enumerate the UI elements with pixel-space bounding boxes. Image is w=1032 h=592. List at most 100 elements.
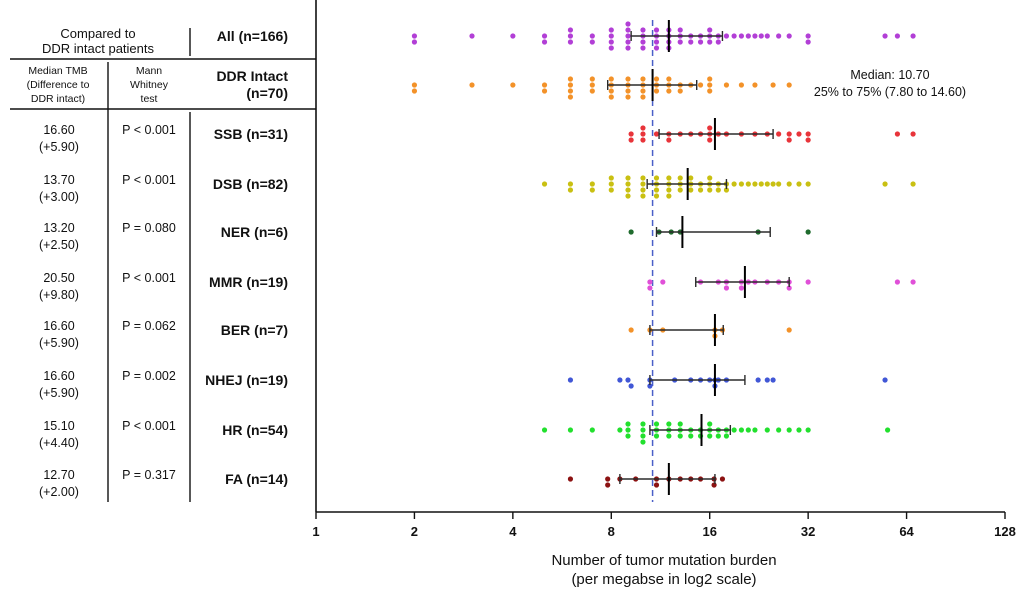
data-point bbox=[745, 181, 751, 187]
data-point bbox=[653, 131, 660, 137]
group-rows: All (n=166) DDR Intact(n=70) SSB (n=31) 16.… bbox=[39, 20, 916, 499]
data-point bbox=[411, 39, 418, 45]
data-point bbox=[628, 229, 634, 235]
data-point bbox=[786, 181, 792, 187]
mann-whitney-p-value: P = 0.062 bbox=[122, 319, 176, 333]
data-point bbox=[723, 33, 730, 39]
data-point bbox=[758, 33, 764, 39]
data-point bbox=[882, 181, 888, 187]
data-point bbox=[786, 137, 792, 143]
x-tick-label: 128 bbox=[994, 524, 1016, 539]
data-point bbox=[567, 181, 574, 187]
mann-whitney-p-value: P < 0.001 bbox=[122, 123, 176, 137]
data-point bbox=[640, 193, 646, 199]
data-point bbox=[653, 88, 660, 94]
data-point bbox=[567, 427, 574, 433]
data-point bbox=[731, 427, 737, 433]
compared-to-line2: DDR intact patients bbox=[42, 41, 154, 56]
data-point bbox=[567, 39, 574, 45]
data-point bbox=[752, 181, 758, 187]
data-point bbox=[786, 285, 792, 291]
data-point bbox=[723, 285, 730, 291]
data-point bbox=[666, 187, 672, 193]
data-point bbox=[541, 88, 548, 94]
data-point bbox=[758, 181, 764, 187]
col-mann-whitney-line3: test bbox=[141, 93, 158, 105]
col-mann-whitney-line2: Whitney bbox=[130, 79, 169, 91]
data-point bbox=[653, 482, 660, 488]
data-point bbox=[666, 421, 672, 427]
x-tick-label: 32 bbox=[801, 524, 815, 539]
group-row-nhej: NHEJ (n=19) 16.60 (+5.90) P = 0.002 bbox=[39, 364, 888, 400]
data-point bbox=[647, 285, 653, 291]
data-point bbox=[625, 39, 631, 45]
data-point bbox=[786, 82, 792, 88]
data-point bbox=[697, 187, 704, 193]
data-point bbox=[805, 33, 811, 39]
data-point bbox=[677, 39, 683, 45]
mann-whitney-p-value: P = 0.002 bbox=[122, 369, 176, 383]
data-point bbox=[786, 33, 792, 39]
data-point bbox=[608, 27, 614, 33]
data-point bbox=[786, 427, 792, 433]
data-point bbox=[640, 137, 646, 143]
group-row-ssb: SSB (n=31) 16.60 (+5.90) P < 0.001 bbox=[39, 118, 916, 154]
data-point bbox=[605, 476, 611, 482]
group-label: BER (n=7) bbox=[221, 322, 288, 338]
data-point bbox=[625, 45, 631, 51]
data-point bbox=[640, 125, 646, 131]
median-tmb-difference: (+5.90) bbox=[39, 386, 79, 400]
data-point bbox=[589, 181, 595, 187]
data-point bbox=[723, 82, 730, 88]
data-point bbox=[567, 187, 574, 193]
data-point bbox=[625, 377, 631, 383]
data-point bbox=[589, 33, 595, 39]
data-point bbox=[882, 33, 888, 39]
annotation-median: Median: 10.70 bbox=[850, 68, 929, 82]
data-point bbox=[640, 76, 646, 82]
data-point bbox=[738, 427, 745, 433]
data-point bbox=[589, 76, 595, 82]
data-point bbox=[608, 88, 614, 94]
data-point bbox=[688, 175, 694, 181]
data-point bbox=[640, 427, 646, 433]
data-point bbox=[411, 82, 418, 88]
data-point bbox=[882, 377, 888, 383]
x-tick-label: 2 bbox=[411, 524, 418, 539]
data-point bbox=[796, 181, 802, 187]
group-row-ddr-intact: DDR Intact(n=70) bbox=[216, 68, 792, 101]
data-point bbox=[640, 88, 646, 94]
data-point bbox=[707, 39, 713, 45]
data-point bbox=[653, 421, 660, 427]
plot-area: 1 2 4 8 16 32 64 128 All (n=166) DDR Intact(n=70… bbox=[39, 0, 1016, 539]
data-point bbox=[776, 33, 782, 39]
data-point bbox=[707, 82, 713, 88]
group-row-hr: HR (n=54) 15.10 (+4.40) P < 0.001 bbox=[39, 414, 891, 450]
data-point bbox=[625, 175, 631, 181]
group-label: MMR (n=19) bbox=[209, 274, 288, 290]
data-point bbox=[894, 33, 901, 39]
data-point bbox=[625, 94, 631, 100]
data-point bbox=[776, 181, 782, 187]
data-point bbox=[653, 187, 660, 193]
data-point bbox=[776, 131, 782, 137]
median-tmb-difference: (+3.00) bbox=[39, 190, 79, 204]
data-point bbox=[653, 45, 660, 51]
data-point bbox=[653, 76, 660, 82]
data-point bbox=[567, 377, 574, 383]
group-label: FA (n=14) bbox=[225, 471, 288, 487]
data-point bbox=[752, 33, 758, 39]
data-point bbox=[647, 383, 653, 389]
group-label: HR (n=54) bbox=[222, 422, 288, 438]
data-point bbox=[640, 175, 646, 181]
group-label: SSB (n=31) bbox=[214, 126, 288, 142]
group-label-line2: (n=70) bbox=[246, 85, 288, 101]
median-tmb-difference: (+2.00) bbox=[39, 485, 79, 499]
data-point bbox=[625, 193, 631, 199]
data-point bbox=[707, 76, 713, 82]
data-point bbox=[567, 27, 574, 33]
data-point bbox=[738, 285, 745, 291]
median-tmb-value: 16.60 bbox=[43, 319, 74, 333]
data-point bbox=[640, 39, 646, 45]
data-point bbox=[688, 433, 694, 439]
